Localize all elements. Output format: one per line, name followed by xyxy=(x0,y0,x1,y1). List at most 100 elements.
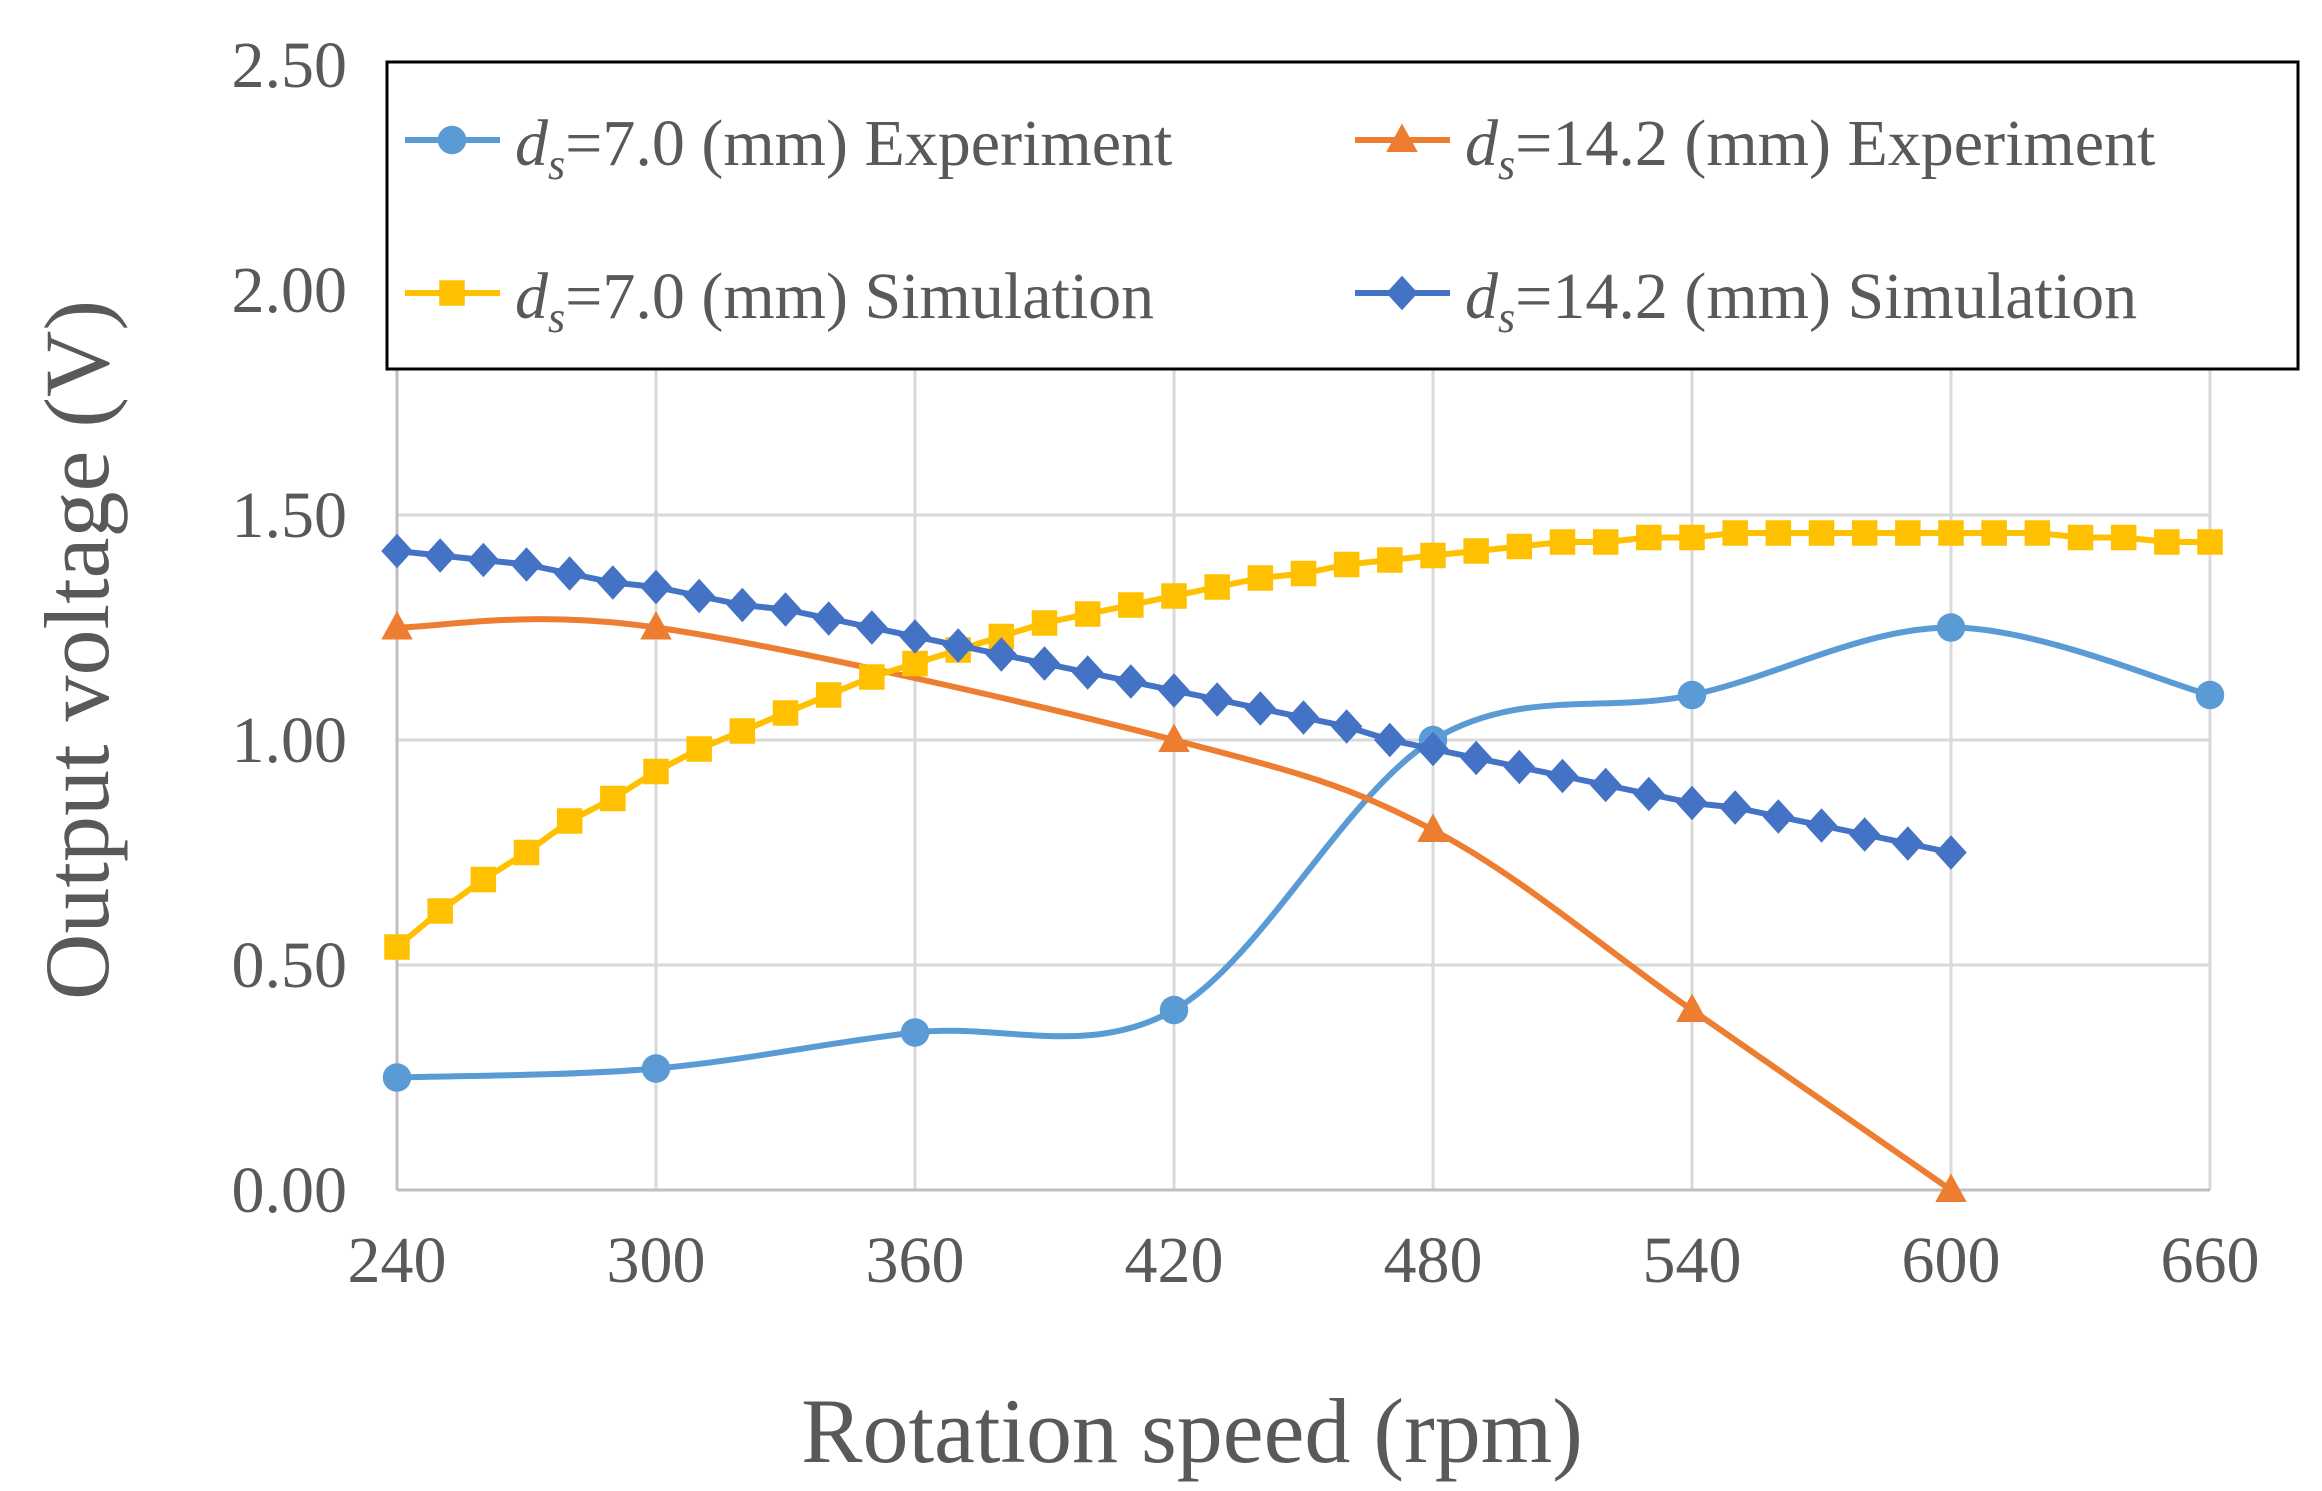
y-tick-label: 1.00 xyxy=(232,704,348,777)
data-point xyxy=(2197,529,2223,555)
data-point xyxy=(1679,524,1705,551)
data-point xyxy=(381,611,413,640)
data-point xyxy=(1936,613,1966,642)
data-point xyxy=(553,556,586,591)
data-point xyxy=(640,569,672,605)
data-point xyxy=(769,592,802,627)
data-point xyxy=(1417,813,1449,842)
data-point xyxy=(1115,664,1147,699)
data-point xyxy=(812,601,845,636)
legend-label: ds=14.2 (mm) Experiment xyxy=(1465,107,2155,189)
data-point xyxy=(1386,275,1418,311)
data-point xyxy=(856,610,888,645)
data-point xyxy=(899,619,931,654)
data-point xyxy=(556,808,583,834)
legend-subscript: s xyxy=(548,140,565,189)
data-point xyxy=(600,785,626,812)
data-point xyxy=(900,1018,930,1047)
data-point xyxy=(382,1063,412,1092)
data-point xyxy=(2195,680,2225,710)
data-point xyxy=(1506,533,1533,560)
data-point xyxy=(381,533,413,569)
data-point xyxy=(1938,520,1964,546)
data-point xyxy=(1503,749,1536,785)
data-point xyxy=(2110,524,2137,551)
data-point xyxy=(942,628,974,663)
data-point xyxy=(729,718,756,744)
data-point xyxy=(1935,835,1967,870)
data-point xyxy=(1118,592,1144,618)
data-point xyxy=(384,934,410,960)
data-point xyxy=(1676,993,1708,1022)
x-tick-label: 420 xyxy=(1125,1224,1224,1297)
data-point xyxy=(1244,691,1277,726)
x-tick-label: 240 xyxy=(348,1224,447,1297)
data-point xyxy=(815,682,842,708)
data-point xyxy=(510,547,543,582)
x-axis-title: Rotation speed (rpm) xyxy=(801,1380,1583,1482)
data-point xyxy=(1722,520,1748,546)
data-point xyxy=(2067,524,2094,551)
data-point xyxy=(1463,538,1489,564)
data-point xyxy=(1158,673,1190,708)
data-point xyxy=(1805,808,1838,843)
data-point xyxy=(1762,799,1795,834)
data-point xyxy=(1636,524,1662,551)
data-point xyxy=(1895,520,1921,546)
legend-symbol: d xyxy=(515,107,549,180)
tick-labels: 0.00 0.50 1.00 1.50 2.00 2.50 240 300 360 420 480 5… xyxy=(232,29,2260,1297)
y-tick-label: 2.50 xyxy=(232,29,348,102)
series-2 xyxy=(381,611,1967,1202)
data-point xyxy=(1592,529,1619,555)
y-axis-title: Output voltage (V) xyxy=(26,300,128,1000)
legend-label: ds=14.2 (mm) Simulation xyxy=(1465,260,2137,342)
data-point xyxy=(1420,542,1446,569)
data-point xyxy=(902,650,928,677)
legend-entry: ds=14.2 (mm) Experiment xyxy=(1355,107,2155,189)
data-point xyxy=(1808,520,1835,546)
legend-entry: ds=7.0 (mm) Simulation xyxy=(405,260,1154,342)
data-point xyxy=(513,839,540,866)
data-point xyxy=(424,538,456,573)
data-point xyxy=(772,700,799,726)
data-point xyxy=(1892,826,1924,861)
data-point xyxy=(640,611,672,640)
data-point xyxy=(1158,723,1190,752)
data-point xyxy=(1071,655,1104,690)
data-point xyxy=(686,736,712,762)
x-tick-label: 600 xyxy=(1902,1224,2001,1297)
data-point xyxy=(1386,123,1418,152)
legend-subscript: s xyxy=(1498,140,1515,189)
data-point xyxy=(1676,785,1708,821)
data-point xyxy=(726,587,759,623)
data-point xyxy=(1031,610,1058,636)
legend-text: =14.2 (mm) Simulation xyxy=(1515,260,2137,333)
legend: ds=7.0 (mm) Experiment ds=14.2 (mm) Exper… xyxy=(385,60,2300,371)
x-tick-label: 480 xyxy=(1384,1224,1483,1297)
x-tick-label: 540 xyxy=(1643,1224,1742,1297)
data-point xyxy=(439,280,465,306)
legend-entry: ds=14.2 (mm) Simulation xyxy=(1355,260,2137,342)
legend-symbol: d xyxy=(515,260,549,333)
data-point xyxy=(1417,731,1449,767)
y-tick-label: 1.50 xyxy=(232,479,348,552)
data-point xyxy=(1935,1173,1967,1202)
legend-subscript: s xyxy=(1498,293,1515,342)
data-point xyxy=(1765,520,1792,546)
data-point xyxy=(437,125,467,155)
data-point xyxy=(1333,551,1360,578)
legend-entry: ds=7.0 (mm) Experiment xyxy=(405,107,1172,189)
legend-text: =7.0 (mm) Experiment xyxy=(565,107,1172,180)
x-tick-label: 660 xyxy=(2161,1224,2260,1297)
data-point xyxy=(470,866,497,893)
data-point xyxy=(1460,740,1492,776)
data-point xyxy=(1330,709,1363,744)
series-3 xyxy=(384,520,2223,960)
data-point xyxy=(1161,583,1187,609)
data-point xyxy=(1204,574,1230,600)
data-point xyxy=(1159,995,1189,1025)
data-point xyxy=(1633,776,1665,812)
data-point xyxy=(1377,547,1403,573)
data-point xyxy=(1549,529,1576,555)
data-point xyxy=(859,664,885,690)
